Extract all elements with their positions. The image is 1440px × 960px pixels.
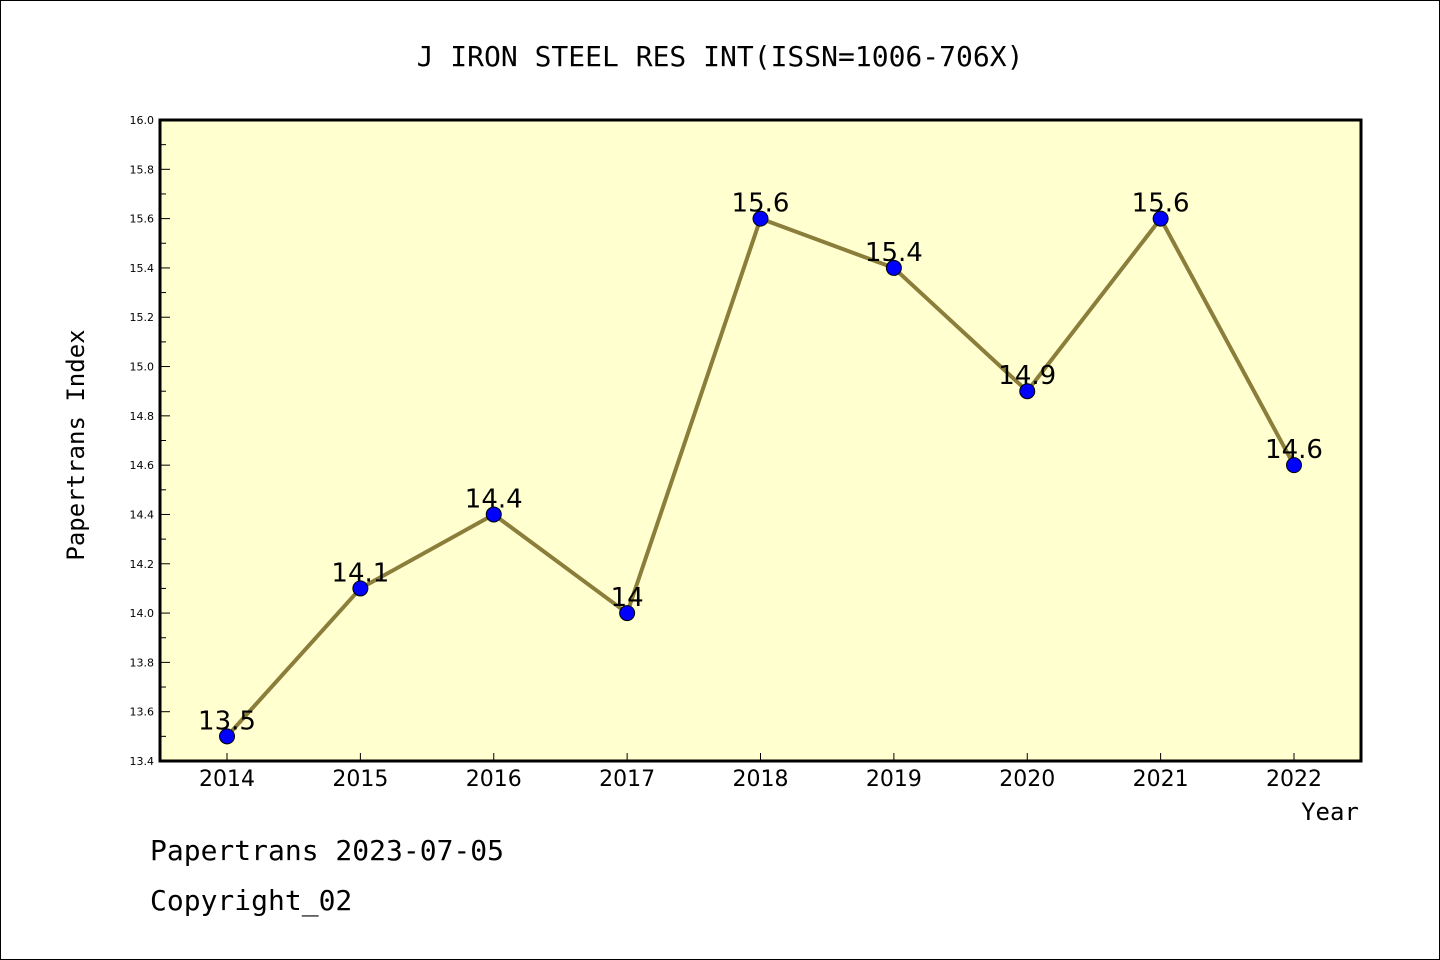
y-tick-label: 15.6 — [130, 213, 155, 226]
data-labels: 13.5 14.1 14.4 14 15.6 15.4 14.9 15.6 14.6 — [198, 189, 1323, 737]
data-point — [1286, 457, 1302, 474]
y-tick-label: 14.8 — [130, 410, 155, 423]
data-label: 13.5 — [198, 706, 256, 736]
x-tick-label: 2020 — [999, 767, 1055, 792]
data-label: 14.6 — [1265, 435, 1323, 465]
footer-date: Papertrans 2023-07-05 — [150, 834, 505, 867]
data-point — [1019, 383, 1036, 400]
data-label: 15.6 — [1132, 189, 1190, 219]
data-label: 14.9 — [998, 361, 1056, 391]
x-axis-label: Year — [1301, 798, 1359, 826]
x-tick-label: 2022 — [1266, 767, 1322, 792]
y-tick-label: 13.6 — [130, 706, 155, 719]
x-tick-label: 2021 — [1133, 767, 1189, 792]
y-tick-label: 14.0 — [130, 607, 155, 620]
data-label: 15.4 — [865, 238, 923, 268]
data-point — [752, 210, 769, 227]
x-tick-label: 2014 — [199, 767, 255, 792]
data-point — [1152, 210, 1169, 227]
footer-copyright: Copyright_02 — [150, 884, 353, 917]
y-tick-label: 15.8 — [130, 163, 155, 176]
y-tick-label: 16.0 — [130, 114, 155, 127]
data-label: 15.6 — [732, 189, 790, 219]
x-tick-label: 2017 — [599, 767, 655, 792]
y-axis: 13.4 13.6 13.8 14.0 14.2 14.4 14.6 14.8 15.0 15.2… — [130, 114, 170, 768]
y-axis-label: Papertrans Index — [62, 329, 90, 560]
y-tick-label: 14.6 — [130, 459, 155, 472]
x-axis: 2014 2015 2016 2017 2018 2019 2020 2021 2022 — [199, 753, 1322, 792]
y-tick-label: 13.4 — [130, 755, 155, 768]
data-point — [485, 506, 502, 523]
data-point — [885, 259, 902, 276]
x-tick-label: 2016 — [466, 767, 522, 792]
y-tick-label: 15.4 — [130, 262, 155, 275]
data-label: 14 — [611, 583, 644, 613]
y-tick-label: 15.0 — [130, 361, 155, 374]
data-point — [352, 580, 369, 597]
y-tick-label: 13.8 — [130, 656, 155, 669]
data-label: 14.4 — [465, 484, 523, 514]
data-point — [619, 605, 636, 622]
plot-border — [158, 118, 1363, 763]
x-tick-label: 2019 — [866, 767, 922, 792]
data-label: 14.1 — [331, 558, 389, 588]
y-tick-label: 14.2 — [130, 558, 155, 571]
data-point — [219, 728, 235, 745]
x-tick-label: 2018 — [733, 767, 789, 792]
plot-area — [160, 120, 1361, 761]
x-tick-label: 2015 — [332, 767, 388, 792]
y-tick-label: 14.4 — [130, 508, 155, 521]
y-tick-label: 15.2 — [130, 311, 155, 324]
chart-title: J IRON STEEL RES INT(ISSN=1006-706X) — [417, 40, 1024, 73]
series-line — [219, 210, 1302, 745]
